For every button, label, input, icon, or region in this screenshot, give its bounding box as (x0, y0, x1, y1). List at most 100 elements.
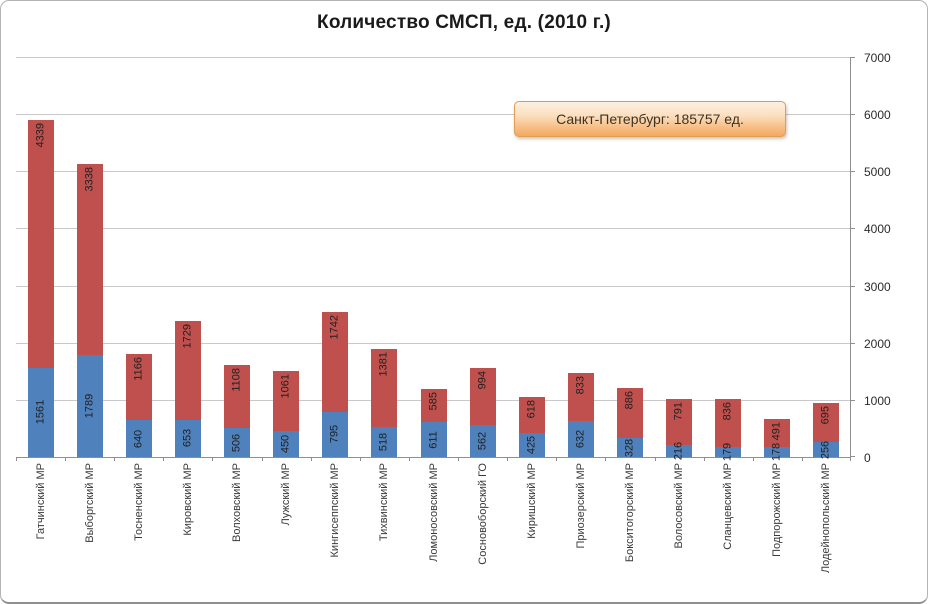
bar-segment-red: 695 (813, 402, 840, 443)
category-label: Кингисеппский МР (329, 463, 342, 558)
value-label-red: 994 (476, 371, 489, 390)
bar-segment-blue: 1789 (76, 354, 103, 457)
value-label-red: 491 (770, 421, 783, 441)
bar-5: 1108 506 (224, 364, 251, 457)
bar-segment-red: 1729 (174, 320, 201, 420)
y-axis-tick (850, 342, 855, 344)
bar-segment-blue: 178 (764, 443, 791, 461)
value-label-red: 836 (721, 402, 734, 421)
value-label-blue: 640 (132, 429, 145, 448)
value-label-blue: 179 (721, 442, 734, 462)
bar-segment-red: 833 (567, 373, 594, 421)
gridline (16, 57, 850, 58)
bar-segment-red: 618 (518, 397, 545, 433)
y-axis-label: 6000 (864, 108, 891, 123)
x-axis-tick (65, 457, 67, 461)
bar-segment-red: 1742 (322, 312, 349, 412)
category-label: Приозерский МР (574, 463, 587, 549)
category-label: Сланцевский МР (722, 463, 735, 550)
bar-2: 3338 1789 (76, 164, 103, 457)
x-axis-tick (359, 457, 361, 461)
x-axis-tick (408, 457, 410, 461)
y-axis-tick (850, 456, 855, 457)
bar-6: 1061 450 (273, 370, 300, 457)
bar-segment-red: 791 (666, 399, 693, 445)
bar-segment-blue: 795 (322, 411, 349, 457)
bar-segment-blue: 518 (371, 427, 398, 457)
x-axis-tick (850, 457, 851, 461)
x-axis-tick (212, 457, 214, 461)
x-axis-tick (507, 457, 509, 461)
value-label-blue: 518 (377, 433, 390, 452)
bar-4: 1729 653 (174, 320, 201, 457)
gridline (16, 228, 850, 230)
category-label: Сосновоборский ГО (476, 463, 489, 565)
value-label-red: 695 (819, 405, 832, 425)
bar-segment-red: 1108 (224, 364, 251, 429)
y-axis-label: 5000 (864, 165, 891, 180)
x-axis-tick (703, 457, 705, 461)
category-label: Ломоносовский МР (427, 463, 440, 562)
value-label-red: 4339 (34, 122, 47, 148)
bar-segment-red: 585 (420, 388, 447, 423)
bar-segment-blue: 179 (715, 443, 742, 461)
bar-segment-blue: 216 (666, 441, 693, 460)
x-axis-tick (605, 457, 607, 461)
value-label-blue: 632 (574, 429, 587, 449)
value-label-blue: 425 (525, 435, 538, 455)
value-label-blue: 562 (476, 431, 489, 451)
y-axis-tick (850, 399, 855, 401)
y-axis-label: 1000 (864, 393, 891, 408)
bar-segment-blue: 632 (567, 420, 594, 457)
bar-8: 1381 518 (371, 348, 398, 457)
value-label-red: 1381 (377, 351, 390, 376)
bar-16: 491 178 (764, 418, 791, 461)
bar-segment-blue: 653 (174, 419, 201, 457)
bar-3: 1166 640 (125, 353, 152, 457)
value-label-blue: 1789 (83, 393, 96, 419)
y-axis-tick (850, 57, 855, 58)
x-axis-tick (458, 457, 460, 461)
bar-segment-blue: 562 (469, 424, 496, 457)
value-label-blue: 450 (279, 434, 292, 454)
x-axis-tick (654, 457, 656, 461)
value-label-red: 833 (574, 376, 587, 395)
bar-segment-red: 836 (715, 399, 742, 447)
bar-14: 791 216 (666, 399, 693, 460)
y-axis-tick (850, 114, 855, 116)
y-axis-tick (850, 171, 855, 173)
x-axis-tick (261, 457, 263, 461)
x-axis-tick (16, 457, 17, 461)
y-axis-tick (850, 285, 855, 287)
gridline (16, 285, 850, 287)
gridline (16, 114, 850, 116)
bar-segment-blue: 425 (518, 432, 545, 457)
bar-segment-blue: 506 (224, 428, 251, 457)
value-label-red: 1061 (279, 373, 292, 399)
category-label: Бокситогорский МР (623, 463, 636, 563)
bar-segment-red: 491 (764, 418, 791, 447)
category-label: Подпорожский МР (771, 463, 784, 557)
x-axis-tick (114, 457, 116, 461)
value-label-blue: 216 (672, 441, 685, 460)
bar-segment-blue: 1561 (27, 367, 54, 457)
bar-segment-blue: 450 (273, 431, 300, 457)
bar-segment-red: 1166 (125, 353, 152, 421)
bar-segment-blue: 328 (616, 438, 643, 457)
value-label-blue: 1561 (34, 400, 47, 425)
bar-segment-red: 994 (469, 368, 496, 425)
x-axis-tick (310, 457, 312, 461)
y-axis-tick (850, 228, 855, 230)
bar-1: 4339 1561 (27, 119, 54, 457)
bar-segment-blue: 640 (125, 420, 152, 457)
value-label-blue: 653 (181, 429, 194, 448)
x-axis-tick (801, 457, 803, 461)
bar-15: 836 179 (715, 399, 742, 461)
y-axis-label: 2000 (864, 336, 891, 351)
gridline (16, 171, 850, 173)
bar-segment-red: 3338 (76, 164, 103, 355)
category-label: Гатчинский МР (34, 463, 47, 540)
bar-17: 695 256 (813, 402, 840, 459)
category-label: Волосовский МР (673, 463, 686, 549)
